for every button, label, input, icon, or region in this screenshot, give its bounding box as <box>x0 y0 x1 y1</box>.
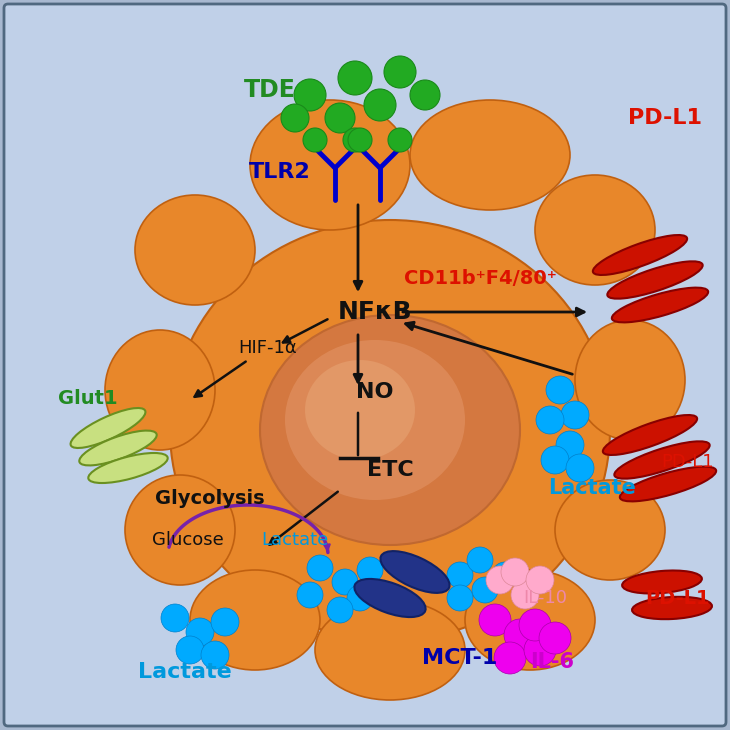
Ellipse shape <box>260 315 520 545</box>
Circle shape <box>281 104 309 132</box>
Circle shape <box>388 128 412 152</box>
Text: Glucose: Glucose <box>152 531 224 549</box>
Ellipse shape <box>354 579 426 617</box>
Ellipse shape <box>71 408 145 448</box>
Ellipse shape <box>305 360 415 460</box>
Text: TDE: TDE <box>244 78 296 102</box>
Circle shape <box>303 128 327 152</box>
Text: NFκB: NFκB <box>338 300 412 324</box>
Text: Lactate: Lactate <box>548 478 636 498</box>
Circle shape <box>519 609 551 641</box>
Circle shape <box>526 566 554 594</box>
Circle shape <box>539 622 571 654</box>
Circle shape <box>479 604 511 636</box>
Ellipse shape <box>535 175 655 285</box>
Circle shape <box>357 557 383 583</box>
Circle shape <box>348 128 372 152</box>
Ellipse shape <box>465 570 595 670</box>
Text: IL-10: IL-10 <box>523 589 567 607</box>
Ellipse shape <box>380 551 450 593</box>
Text: Lactate: Lactate <box>138 662 232 682</box>
Text: Glut1: Glut1 <box>58 388 118 407</box>
Circle shape <box>486 566 514 594</box>
Circle shape <box>566 454 594 482</box>
Text: NO: NO <box>356 382 393 402</box>
Circle shape <box>161 604 189 632</box>
Circle shape <box>327 597 353 623</box>
FancyBboxPatch shape <box>4 4 726 726</box>
Circle shape <box>561 401 589 429</box>
Circle shape <box>307 555 333 581</box>
Circle shape <box>447 562 473 588</box>
Text: PD-L1: PD-L1 <box>646 588 710 607</box>
Ellipse shape <box>612 288 708 323</box>
Circle shape <box>467 547 493 573</box>
Ellipse shape <box>555 480 665 580</box>
Ellipse shape <box>88 453 168 483</box>
Circle shape <box>546 376 574 404</box>
Circle shape <box>511 581 539 609</box>
Ellipse shape <box>315 600 465 700</box>
Ellipse shape <box>125 475 235 585</box>
Text: PD-L1: PD-L1 <box>661 453 715 471</box>
Text: HIF-1α: HIF-1α <box>239 339 297 357</box>
Ellipse shape <box>190 570 320 670</box>
Circle shape <box>338 61 372 95</box>
Ellipse shape <box>410 100 570 210</box>
Circle shape <box>186 618 214 646</box>
Ellipse shape <box>607 261 703 299</box>
Circle shape <box>343 128 367 152</box>
Text: Glycolysis: Glycolysis <box>155 488 265 507</box>
Circle shape <box>325 103 355 133</box>
Text: TLR2: TLR2 <box>249 162 311 182</box>
Ellipse shape <box>620 466 716 502</box>
Text: MCT-1: MCT-1 <box>423 648 498 668</box>
Ellipse shape <box>135 195 255 305</box>
Circle shape <box>410 80 440 110</box>
Ellipse shape <box>615 442 710 479</box>
Circle shape <box>494 642 526 674</box>
Circle shape <box>447 585 473 611</box>
Circle shape <box>556 431 584 459</box>
Circle shape <box>536 406 564 434</box>
Ellipse shape <box>80 431 157 466</box>
Ellipse shape <box>285 340 465 500</box>
Text: CD11b⁺F4/80⁺: CD11b⁺F4/80⁺ <box>404 269 556 288</box>
Text: Lactate: Lactate <box>261 531 328 549</box>
Circle shape <box>364 89 396 121</box>
Circle shape <box>294 79 326 111</box>
Circle shape <box>504 619 536 651</box>
Ellipse shape <box>170 220 610 640</box>
Circle shape <box>332 569 358 595</box>
Circle shape <box>297 582 323 608</box>
Circle shape <box>176 636 204 664</box>
Text: IL-6: IL-6 <box>530 652 574 672</box>
Ellipse shape <box>105 330 215 450</box>
Circle shape <box>524 634 556 666</box>
Ellipse shape <box>632 597 712 619</box>
Ellipse shape <box>575 320 685 440</box>
Ellipse shape <box>603 415 697 455</box>
Circle shape <box>541 446 569 474</box>
Circle shape <box>492 562 518 588</box>
Circle shape <box>501 558 529 586</box>
Circle shape <box>347 585 373 611</box>
Ellipse shape <box>622 571 702 593</box>
Ellipse shape <box>250 100 410 230</box>
Text: PD-L1: PD-L1 <box>628 108 702 128</box>
Circle shape <box>472 577 498 603</box>
Circle shape <box>384 56 416 88</box>
Circle shape <box>201 641 229 669</box>
Text: ETC: ETC <box>366 460 413 480</box>
Circle shape <box>211 608 239 636</box>
Ellipse shape <box>593 235 687 275</box>
